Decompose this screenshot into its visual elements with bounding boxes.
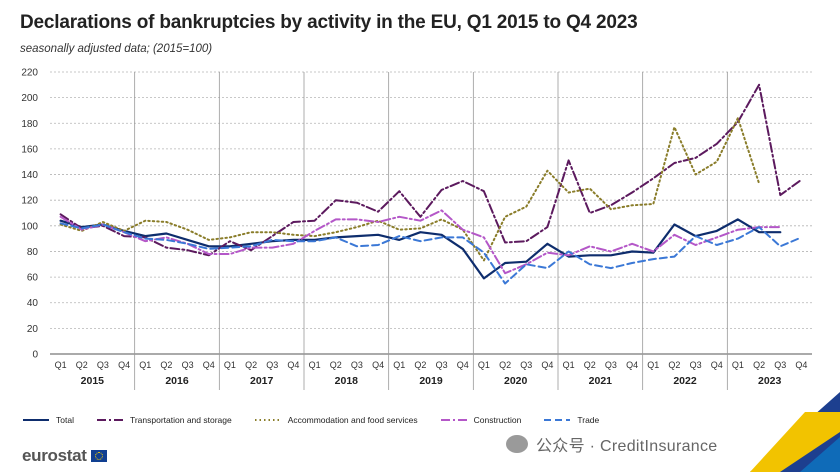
x-tick-label: Q4 — [457, 360, 469, 370]
y-tick-label: 40 — [27, 298, 39, 309]
x-tick-label: Q1 — [478, 360, 490, 370]
year-label: 2017 — [250, 375, 274, 387]
x-tick-label: Q3 — [182, 360, 194, 370]
y-tick-label: 140 — [21, 170, 38, 181]
line-chart: 0 20 40 60 80 100 120 140 160 180 200 220 Q1 Q2 Q3 Q4 20… — [21, 68, 812, 390]
x-tick-label: Q1 — [309, 360, 321, 370]
legend-item: Trade — [543, 415, 599, 425]
watermark: 公众号 · CreditInsurance — [506, 432, 717, 456]
y-tick-label: 200 — [21, 93, 38, 104]
legend-item: Total — [22, 415, 74, 425]
y-tick-label: 120 — [21, 196, 38, 207]
corner-lightblue-stripe — [800, 437, 840, 472]
year-label: 2020 — [504, 375, 528, 387]
x-tick-label: Q2 — [414, 360, 426, 370]
legend-swatch — [544, 419, 571, 421]
x-tick-label: Q1 — [563, 360, 575, 370]
y-tick-label: 180 — [21, 119, 38, 130]
x-tick-label: Q4 — [626, 360, 638, 370]
x-tick-label: Q1 — [55, 360, 67, 370]
legend-label: Construction — [473, 415, 522, 425]
x-tick-label: Q3 — [690, 360, 702, 370]
x-tick-label: Q3 — [266, 360, 278, 370]
x-tick-label: Q3 — [436, 360, 448, 370]
x-tick-label: Q4 — [287, 360, 299, 370]
x-tick-label: Q2 — [753, 360, 765, 370]
eurostat-logo: eurostat — [22, 446, 107, 466]
year-label: 2015 — [81, 375, 105, 387]
y-tick-label: 160 — [21, 144, 38, 155]
eu-flag-icon — [90, 450, 107, 462]
x-tick-label: Q1 — [224, 360, 236, 370]
chart-subtitle: seasonally adjusted data; (2015=100) — [20, 43, 213, 55]
x-tick-label: Q2 — [160, 360, 172, 370]
x-tick-label: Q2 — [499, 360, 511, 370]
wechat-icon — [506, 435, 528, 453]
x-tick-label: Q3 — [351, 360, 363, 370]
year-label: 2016 — [165, 375, 189, 387]
legend-swatch — [23, 419, 49, 421]
year-label: 2023 — [758, 375, 782, 387]
year-label: 2022 — [673, 375, 697, 387]
legend-label: Total — [56, 415, 74, 425]
y-tick-label: 20 — [27, 324, 39, 335]
year-label: 2019 — [419, 375, 443, 387]
x-tick-label: Q2 — [584, 360, 596, 370]
x-tick-label: Q4 — [118, 360, 130, 370]
legend-label: Transportation and storage — [129, 415, 232, 425]
y-tick-label: 80 — [27, 247, 39, 258]
legend-item: Construction — [440, 415, 522, 425]
legend-label: Accommodation and food services — [287, 415, 418, 425]
legend-swatch — [96, 419, 123, 421]
watermark-text: 公众号 · CreditInsurance — [536, 438, 718, 455]
series-line-trade — [59, 222, 803, 285]
x-tick-label: Q4 — [203, 360, 215, 370]
x-tick-label: Q1 — [393, 360, 405, 370]
legend-item: Accommodation and food services — [254, 415, 418, 425]
legend-swatch — [254, 419, 281, 421]
chart-title: Declarations of bankruptcies by activity… — [20, 12, 638, 33]
x-tick-label: Q1 — [732, 360, 744, 370]
y-tick-label: 100 — [21, 221, 38, 232]
legend-swatch — [440, 419, 467, 421]
x-tick-label: Q3 — [97, 360, 109, 370]
y-tick-label: 0 — [32, 350, 38, 361]
series-line-total — [59, 218, 782, 280]
corner-yellow-stripe — [750, 412, 840, 472]
x-tick-label: Q3 — [520, 360, 532, 370]
y-tick-label: 220 — [21, 68, 38, 79]
series-line-accommodation-and-food-services — [59, 117, 761, 262]
x-tick-label: Q1 — [139, 360, 151, 370]
legend-item: Transportation and storage — [96, 415, 232, 425]
year-label: 2018 — [335, 375, 359, 387]
x-tick-label: Q4 — [795, 360, 807, 370]
x-tick-label: Q2 — [245, 360, 257, 370]
x-tick-label: Q4 — [541, 360, 553, 370]
x-tick-label: Q1 — [647, 360, 659, 370]
legend: Total Transportation and storage Accommoda… — [22, 412, 621, 428]
year-label: 2021 — [589, 375, 613, 387]
legend-label: Trade — [577, 415, 600, 425]
x-tick-label: Q2 — [76, 360, 88, 370]
x-tick-label: Q4 — [711, 360, 723, 370]
x-tick-label: Q4 — [372, 360, 384, 370]
x-tick-label: Q2 — [668, 360, 680, 370]
corner-decoration — [710, 392, 840, 472]
x-tick-label: Q2 — [330, 360, 342, 370]
x-tick-label: Q3 — [774, 360, 786, 370]
series-line-transportation-and-storage — [59, 83, 803, 257]
y-tick-label: 60 — [27, 273, 39, 284]
logo-text: eurostat — [22, 446, 87, 465]
x-tick-label: Q3 — [605, 360, 617, 370]
